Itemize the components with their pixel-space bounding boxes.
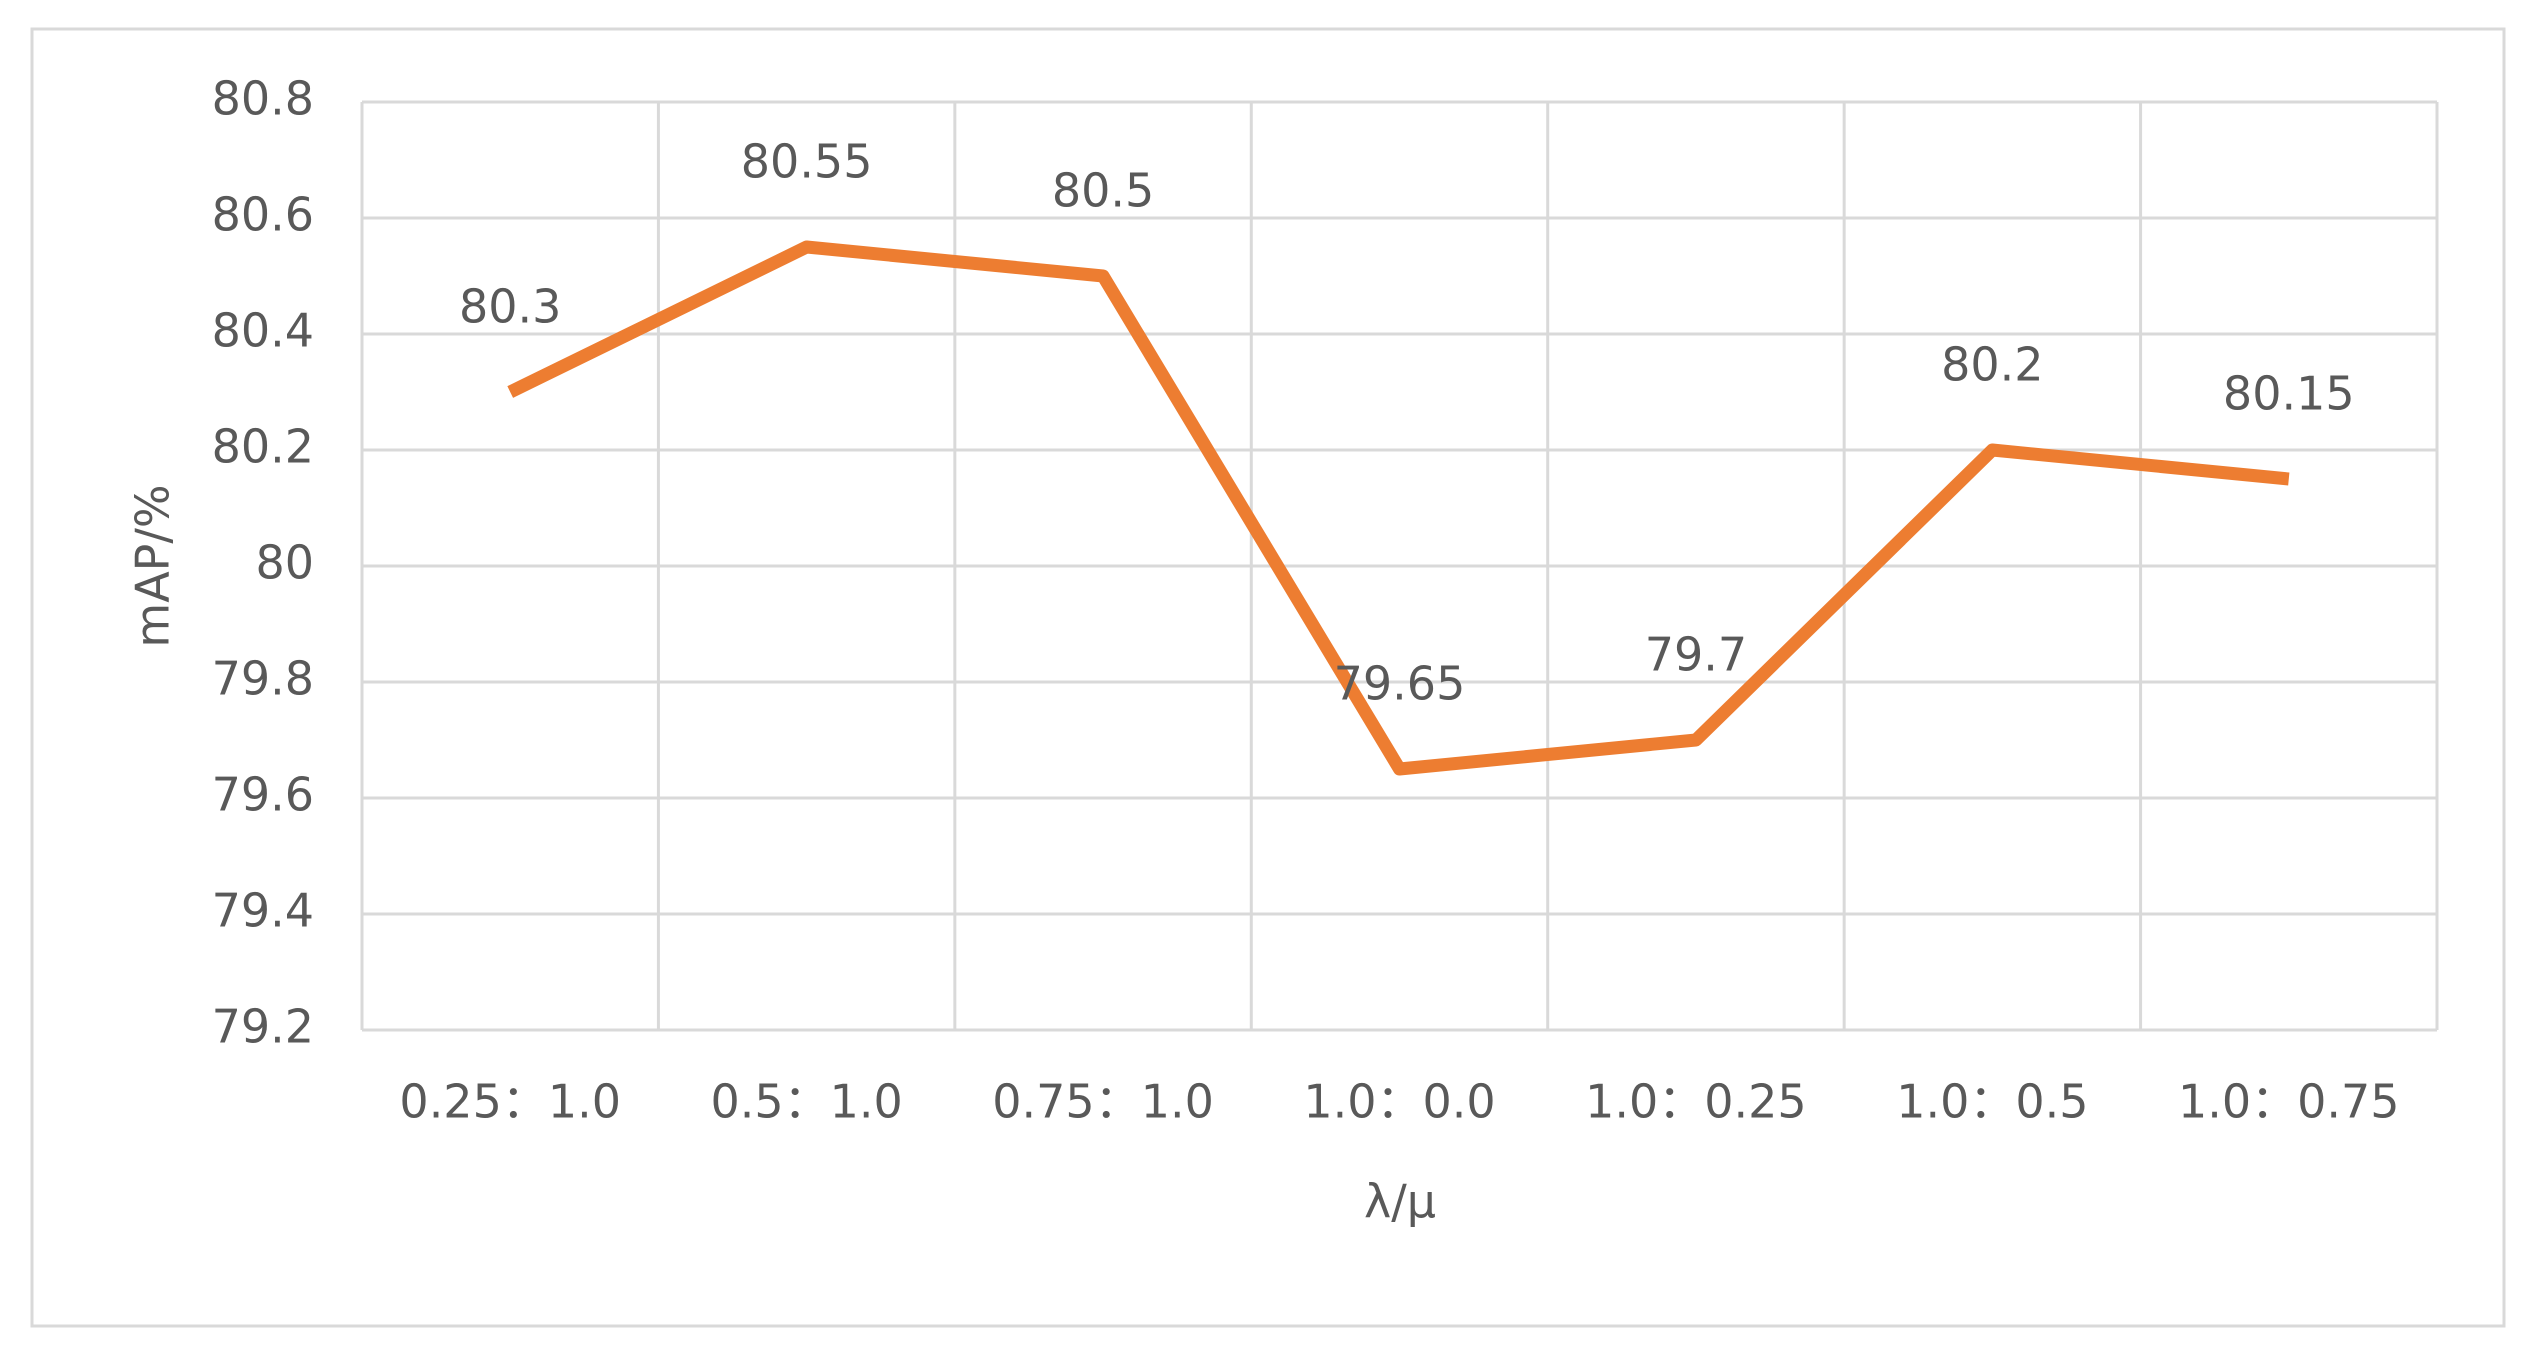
x-axis-title: λ/μ <box>1364 1175 1436 1229</box>
y-tick-label: 79.6 <box>212 768 314 822</box>
data-line <box>507 240 2290 776</box>
y-tick-label: 80 <box>255 536 314 590</box>
data-label: 80.5 <box>1052 164 1154 218</box>
x-tick-label: 0.25：1.0 <box>399 1075 621 1129</box>
x-tick-label: 1.0：0.25 <box>1585 1075 1807 1129</box>
x-tick-label: 0.75：1.0 <box>992 1075 1214 1129</box>
data-label: 80.2 <box>1941 338 2043 392</box>
y-tick-label: 80.4 <box>212 304 314 358</box>
data-label: 80.55 <box>741 135 873 189</box>
y-tick-label: 80.2 <box>212 420 314 474</box>
y-axis-title: mAP/% <box>126 484 180 647</box>
y-tick-label: 79.2 <box>212 1000 314 1054</box>
data-label: 79.65 <box>1334 657 1466 711</box>
y-tick-label: 80.6 <box>212 188 314 242</box>
data-label: 79.7 <box>1645 628 1747 682</box>
x-tick-label: 1.0：0.0 <box>1303 1075 1495 1129</box>
data-label: 80.15 <box>2223 367 2355 421</box>
y-tick-label: 80.8 <box>212 72 314 126</box>
y-tick-label: 79.8 <box>212 652 314 706</box>
y-tick-label: 79.4 <box>212 884 314 938</box>
x-tick-label: 1.0：0.5 <box>1896 1075 2088 1129</box>
x-tick-label: 0.5：1.0 <box>710 1075 902 1129</box>
chart-frame <box>30 27 2506 1328</box>
x-tick-label: 1.0：0.75 <box>2178 1075 2400 1129</box>
data-label: 80.3 <box>459 280 561 334</box>
